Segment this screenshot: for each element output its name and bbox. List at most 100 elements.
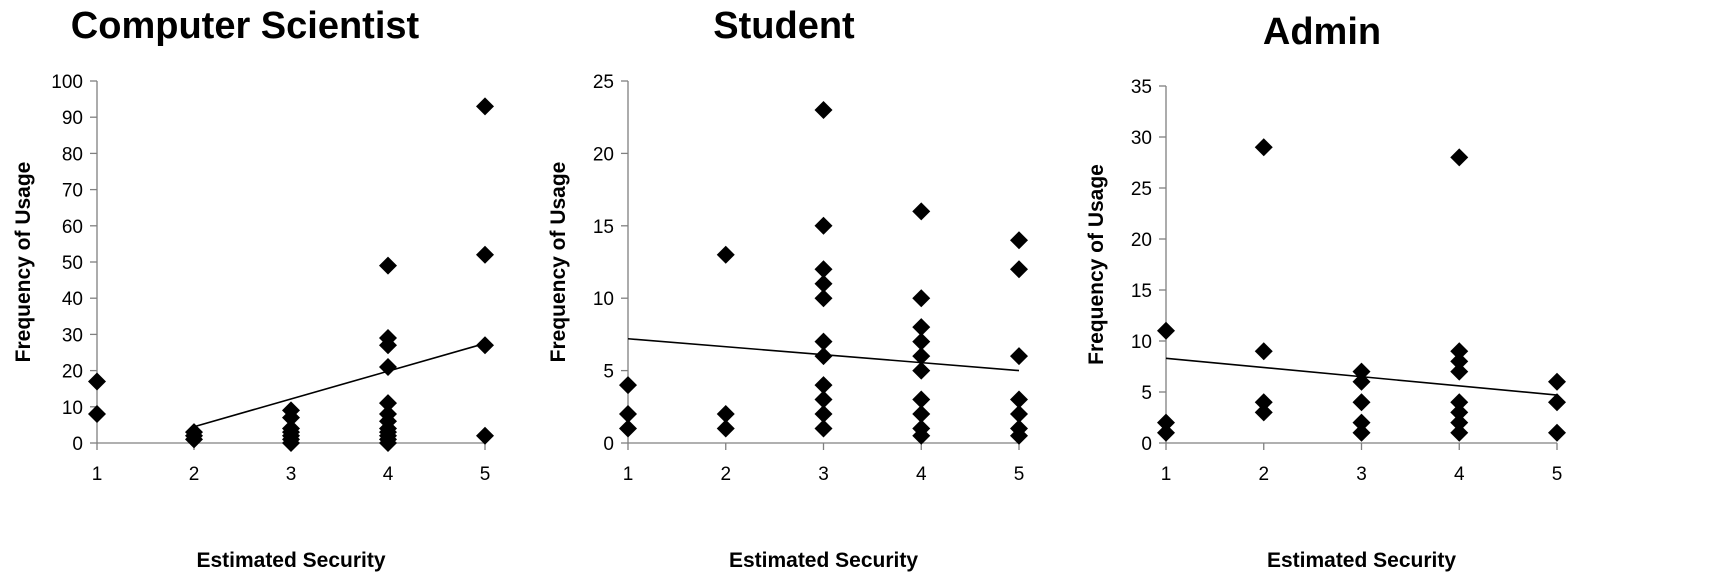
data-point — [379, 394, 397, 413]
data-point — [619, 419, 637, 438]
data-point — [814, 100, 833, 119]
data-point — [1352, 413, 1371, 432]
data-point — [1010, 231, 1028, 250]
data-point — [814, 347, 833, 366]
data-point — [88, 405, 106, 424]
data-point — [1352, 372, 1371, 391]
y-tick-label: 10 — [593, 289, 614, 310]
data-point — [1548, 423, 1566, 442]
y-tick-label: 15 — [593, 217, 614, 238]
data-point — [379, 434, 397, 452]
data-point — [912, 289, 931, 308]
chart-title: Computer Scientist — [71, 5, 420, 47]
data-point — [1450, 342, 1469, 361]
data-point — [716, 405, 735, 424]
data-point — [1352, 423, 1371, 442]
x-tick-label: 5 — [1014, 464, 1025, 485]
data-point — [1254, 138, 1273, 157]
data-point — [814, 260, 833, 279]
chart-panel-3: Admin 0 5 10 15 20 25 30 35 1 2 3 4 5 Estimated Securi… — [1085, 11, 1566, 572]
data-point — [1450, 362, 1469, 381]
data-point — [379, 357, 397, 376]
y-tick-label: 30 — [62, 325, 83, 346]
y-axis-label: Frequency of Usage — [12, 162, 35, 363]
data-point — [1352, 362, 1371, 381]
x-axis-label: Estimated Security — [1267, 549, 1456, 572]
data-point — [379, 336, 397, 355]
data-point — [476, 426, 494, 445]
y-tick-label: 60 — [62, 217, 83, 238]
data-point — [476, 97, 494, 116]
data-point — [814, 332, 833, 351]
data-point — [282, 408, 300, 427]
y-tick-label: 25 — [593, 72, 614, 93]
data-point — [912, 361, 931, 380]
y-tick-label: 20 — [62, 362, 83, 383]
data-point — [912, 390, 931, 409]
data-point — [814, 390, 833, 409]
x-tick-label: 1 — [1161, 464, 1172, 485]
x-tick-label: 2 — [1258, 464, 1269, 485]
y-tick-label: 100 — [51, 72, 83, 93]
y-tick-label: 0 — [1141, 434, 1152, 455]
data-point — [1254, 393, 1273, 412]
data-point — [1450, 403, 1469, 422]
x-tick-label: 1 — [623, 464, 634, 485]
y-tick-label: 15 — [1131, 281, 1152, 302]
chart-title: Admin — [1263, 11, 1381, 53]
x-tick-label: 4 — [916, 464, 927, 485]
y-tick-label: 10 — [1131, 332, 1152, 353]
data-point — [814, 419, 833, 438]
data-point — [912, 405, 931, 424]
data-point — [716, 419, 735, 438]
data-point — [1450, 423, 1469, 442]
data-point — [1548, 393, 1566, 412]
data-point — [1157, 423, 1175, 442]
chart-panel-2: Student 0 5 10 15 20 25 1 2 3 4 5 Estimated Security… — [547, 5, 1028, 572]
data-point — [88, 372, 106, 391]
data-point — [814, 216, 833, 235]
trend-line — [193, 342, 486, 428]
data-point — [379, 256, 397, 275]
data-point — [1254, 403, 1273, 422]
data-point — [1450, 393, 1469, 412]
data-point — [716, 245, 735, 264]
x-tick-label: 4 — [1454, 464, 1465, 485]
data-point — [1157, 321, 1175, 340]
data-point — [912, 318, 931, 337]
data-point — [912, 347, 931, 366]
x-axis-label: Estimated Security — [729, 549, 918, 572]
y-tick-label: 80 — [62, 144, 83, 165]
data-point — [912, 202, 931, 221]
y-tick-label: 5 — [603, 362, 614, 383]
data-point — [476, 336, 494, 355]
data-point — [1157, 413, 1175, 432]
y-tick-label: 25 — [1131, 179, 1152, 200]
x-tick-label: 3 — [286, 464, 297, 485]
data-point — [1548, 372, 1566, 391]
x-tick-label: 2 — [720, 464, 731, 485]
chart-title: Student — [713, 5, 855, 47]
y-tick-label: 5 — [1141, 383, 1152, 404]
x-tick-label: 2 — [189, 464, 200, 485]
data-point — [1450, 352, 1469, 371]
data-point — [1010, 390, 1028, 409]
data-point — [1010, 260, 1028, 279]
x-tick-label: 3 — [818, 464, 829, 485]
x-axis-label: Estimated Security — [196, 549, 385, 572]
data-point — [1352, 393, 1371, 412]
y-tick-label: 35 — [1131, 77, 1152, 98]
data-point — [1010, 426, 1028, 445]
data-point — [1010, 347, 1028, 366]
y-tick-label: 70 — [62, 181, 83, 202]
data-point — [476, 245, 494, 264]
data-point — [814, 274, 833, 293]
y-tick-label: 90 — [62, 108, 83, 129]
data-point — [912, 426, 931, 445]
y-tick-label: 0 — [72, 434, 83, 455]
data-point — [619, 376, 637, 395]
data-point — [619, 405, 637, 424]
data-point — [814, 405, 833, 424]
